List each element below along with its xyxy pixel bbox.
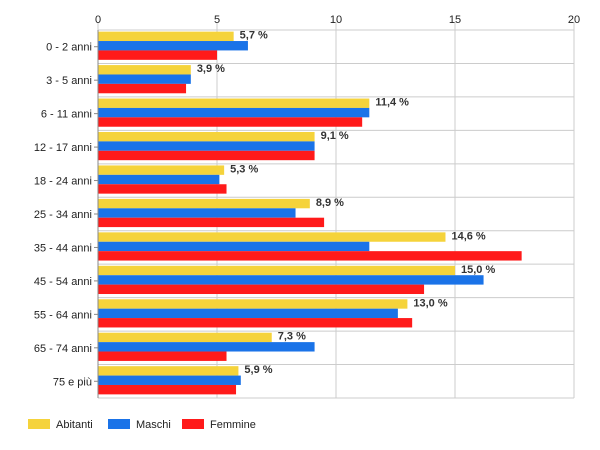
data-label: 14,6 %	[451, 230, 485, 242]
legend-swatch-femmine	[182, 419, 204, 429]
bar-abitanti-5	[98, 198, 310, 209]
x-tick-label: 10	[330, 14, 342, 26]
category-label: 55 - 64 anni	[34, 309, 92, 321]
x-tick-label: 5	[214, 14, 220, 26]
category-labels: 0 - 2 anni 3 - 5 anni 6 - 11 anni 12 - 17 a…	[34, 30, 99, 398]
bar-femmine-10	[98, 384, 237, 395]
bar-maschi-7	[98, 275, 484, 285]
bar-femmine-9	[98, 351, 227, 361]
bar-maschi-9	[98, 342, 315, 352]
bar-abitanti-6	[98, 232, 446, 242]
legend-label-abitanti: Abitanti	[56, 419, 93, 431]
data-label: 5,3 %	[230, 163, 258, 175]
bar-femmine-2	[98, 117, 363, 127]
bar-abitanti-2	[98, 98, 370, 108]
bar-maschi-0	[98, 41, 248, 51]
bar-femmine-1	[98, 83, 187, 94]
bar-abitanti-7	[98, 265, 455, 276]
legend-label-femmine: Femmine	[210, 419, 256, 431]
data-label: 13,0 %	[413, 297, 447, 309]
bar-abitanti-0	[98, 31, 234, 42]
bar-series	[98, 31, 522, 395]
x-tick-label: 20	[568, 14, 580, 26]
x-tick-label: 0	[95, 14, 101, 26]
bar-abitanti-1	[98, 65, 191, 75]
gridlines	[97, 22, 575, 399]
bar-femmine-7	[98, 284, 425, 295]
bar-femmine-4	[98, 184, 227, 194]
bar-abitanti-10	[98, 366, 239, 376]
data-label: 7,3 %	[278, 331, 306, 343]
category-label: 45 - 54 anni	[34, 276, 92, 288]
bar-maschi-3	[98, 141, 315, 151]
bar-maschi-1	[98, 74, 191, 84]
legend-swatch-maschi	[108, 419, 130, 429]
category-label: 35 - 44 anni	[34, 242, 92, 254]
category-label: 75 e più	[53, 376, 92, 388]
x-tick-label: 15	[449, 14, 461, 26]
category-label: 3 - 5 anni	[46, 75, 92, 87]
bar-maschi-10	[98, 375, 241, 385]
bar-maschi-8	[98, 308, 398, 319]
category-label: 6 - 11 anni	[41, 109, 92, 121]
bar-maschi-4	[98, 174, 220, 185]
data-label: 8,9 %	[316, 197, 344, 209]
category-label: 12 - 17 anni	[34, 142, 92, 154]
bar-femmine-5	[98, 217, 325, 228]
data-label: 11,4 %	[375, 97, 409, 109]
bar-abitanti-8	[98, 299, 408, 309]
category-label: 65 - 74 anni	[34, 343, 92, 355]
bar-maschi-2	[98, 107, 370, 118]
data-label: 5,7 %	[240, 30, 268, 42]
bar-abitanti-9	[98, 332, 272, 343]
data-label: 5,9 %	[244, 364, 272, 376]
data-label: 3,9 %	[197, 63, 225, 75]
bar-femmine-6	[98, 251, 522, 261]
legend-label-maschi: Maschi	[136, 419, 171, 431]
bar-femmine-3	[98, 150, 315, 161]
category-label: 18 - 24 anni	[34, 176, 92, 188]
x-axis-ticks: 0 5 10 15 20	[95, 14, 580, 26]
legend-swatch-abitanti	[28, 419, 50, 429]
data-labels: 5,7 % 3,9 % 11,4 % 9,1 % 5,3 % 8,9 % 14,6 % 15,…	[197, 30, 496, 377]
data-label: 9,1 %	[321, 130, 349, 142]
data-label: 15,0 %	[461, 264, 495, 276]
bar-maschi-6	[98, 241, 370, 252]
bar-abitanti-3	[98, 131, 315, 142]
bar-abitanti-4	[98, 165, 225, 175]
legend: Abitanti Maschi Femmine	[28, 419, 256, 431]
category-label: 0 - 2 anni	[46, 42, 92, 54]
bar-femmine-0	[98, 50, 217, 60]
category-label: 25 - 34 anni	[34, 209, 92, 221]
bar-maschi-5	[98, 208, 296, 218]
bar-femmine-8	[98, 318, 413, 328]
